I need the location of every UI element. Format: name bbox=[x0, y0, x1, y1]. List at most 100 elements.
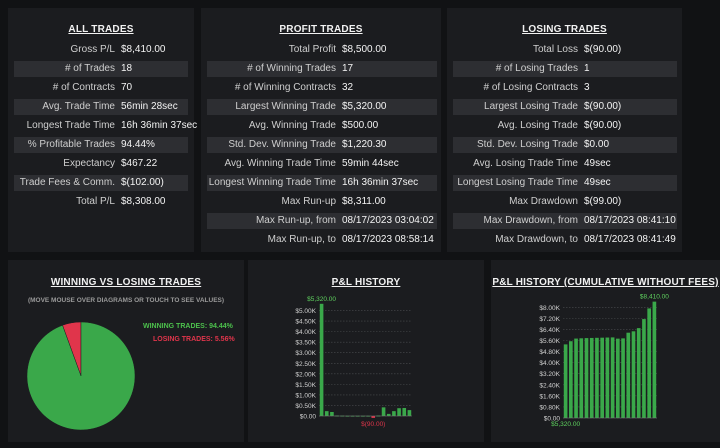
all-trades-stat-row: Total P/L $8,308.00 bbox=[14, 194, 188, 210]
losing-stat-label: Total Loss bbox=[532, 44, 578, 55]
all-trades-stat-value: 70 bbox=[121, 82, 133, 93]
pl-cumulative-bar[interactable] bbox=[574, 338, 578, 418]
pl-cumulative-bar[interactable] bbox=[652, 301, 657, 418]
pl-cumulative-panel[interactable]: P&L HISTORY (CUMULATIVE WITHOUT FEES) $0… bbox=[491, 260, 720, 442]
pl-history-max-label: $5,320.00 bbox=[307, 296, 336, 303]
pl-history-ytick: $4.00K bbox=[295, 329, 316, 336]
losing-stat-row: Avg. Losing Trade $(90.00) bbox=[453, 118, 677, 134]
all-trades-stat-value: $467.22 bbox=[121, 158, 158, 169]
pl-cumulative-bar[interactable] bbox=[626, 332, 631, 418]
losing-trades-title: LOSING TRADES bbox=[522, 24, 607, 35]
losing-stat-row: # of Losing Contracts 3 bbox=[453, 80, 677, 96]
pl-history-min-label: $(90.00) bbox=[361, 421, 385, 428]
win-loss-panel[interactable]: WINNING VS LOSING TRADES (MOVE MOUSE OVE… bbox=[8, 260, 244, 442]
profit-stat-value: 16h 36min 37sec bbox=[342, 177, 419, 188]
pl-history-bar[interactable] bbox=[407, 410, 412, 416]
pl-cumulative-ytick: $0.80K bbox=[539, 404, 560, 411]
pl-cumulative-ytick: $7.20K bbox=[539, 316, 560, 323]
pl-cumulative-bar[interactable] bbox=[631, 331, 636, 418]
pl-cumulative-bar[interactable] bbox=[584, 338, 589, 418]
profit-stat-value: 17 bbox=[342, 63, 354, 74]
pl-cumulative-ytick: $3.20K bbox=[539, 371, 560, 378]
pl-cumulative-ytick: $2.40K bbox=[539, 382, 560, 389]
pl-history-ytick: $5.00K bbox=[295, 308, 316, 315]
profit-stat-row: Total Profit $8,500.00 bbox=[207, 42, 437, 58]
losing-stat-label: Longest Losing Trade Time bbox=[457, 177, 578, 188]
pl-cumulative-chart[interactable]: $0.00 $0.80K $1.60K $2.40K $3.20K $4.00K $4.80… bbox=[491, 260, 720, 442]
pl-cumulative-bar[interactable] bbox=[605, 337, 610, 418]
pl-history-bar[interactable] bbox=[386, 413, 391, 416]
losing-stat-value: $(90.00) bbox=[584, 101, 622, 112]
pl-cumulative-max-label: $8,410.00 bbox=[640, 294, 669, 301]
profit-stat-value: $1,220.30 bbox=[342, 139, 387, 150]
profit-stat-label: Max Run-up, to bbox=[267, 234, 336, 245]
pl-history-ytick: $0.50K bbox=[295, 403, 316, 410]
pl-history-ytick: $2.00K bbox=[295, 371, 316, 378]
losing-stat-row: Max Drawdown $(99.00) bbox=[453, 194, 677, 210]
pl-history-bar[interactable] bbox=[402, 407, 407, 416]
profit-stat-value: $500.00 bbox=[342, 120, 379, 131]
pl-cumulative-bar[interactable] bbox=[647, 308, 651, 418]
pl-cumulative-bar[interactable] bbox=[595, 337, 599, 418]
pl-cumulative-ytick: $4.80K bbox=[539, 349, 560, 356]
losing-stat-value: $0.00 bbox=[584, 139, 610, 150]
all-trades-stat-value: 16h 36min 37sec bbox=[121, 120, 198, 131]
profit-stat-value: 32 bbox=[342, 82, 354, 93]
profit-stat-row: # of Winning Contracts 32 bbox=[207, 80, 437, 96]
pl-cumulative-bar[interactable] bbox=[621, 338, 625, 418]
pl-cumulative-bar[interactable] bbox=[589, 337, 594, 418]
all-trades-stat-value: 94.44% bbox=[121, 139, 155, 150]
pl-cumulative-bar[interactable] bbox=[610, 337, 615, 418]
losing-stat-value: 49sec bbox=[584, 177, 611, 188]
all-trades-stat-value: 56min 28sec bbox=[121, 101, 178, 112]
pl-cumulative-bar[interactable] bbox=[563, 344, 568, 418]
profit-stat-label: Max Run-up, from bbox=[255, 215, 336, 226]
pl-history-bar[interactable] bbox=[392, 411, 396, 416]
pl-cumulative-min-label: $5,320.00 bbox=[551, 421, 580, 428]
profit-stat-value: $8,311.00 bbox=[342, 196, 386, 207]
pl-history-bar[interactable] bbox=[371, 416, 376, 418]
pl-cumulative-bar[interactable] bbox=[636, 328, 641, 418]
all-trades-stat-value: 18 bbox=[121, 63, 133, 74]
losing-stat-row: Longest Losing Trade Time 49sec bbox=[453, 175, 677, 191]
losing-stat-value: 1 bbox=[584, 63, 590, 74]
pl-cumulative-bar[interactable] bbox=[642, 319, 646, 418]
pl-history-ytick: $2.50K bbox=[295, 361, 316, 368]
losing-stat-label: Max Drawdown, from bbox=[483, 215, 578, 226]
losing-stat-row: Max Drawdown, to 08/17/2023 08:41:49 bbox=[453, 232, 677, 248]
pl-cumulative-bar[interactable] bbox=[616, 338, 620, 418]
pl-cumulative-bar[interactable] bbox=[579, 338, 584, 418]
all-trades-stat-label: Gross P/L bbox=[70, 44, 115, 55]
pl-history-bar[interactable] bbox=[330, 411, 334, 416]
all-trades-stat-label: # of Contracts bbox=[52, 82, 115, 93]
profit-stat-row: Max Run-up, to 08/17/2023 08:58:14 bbox=[207, 232, 437, 248]
all-trades-stat-label: Longest Trade Time bbox=[26, 120, 115, 131]
win-loss-title: WINNING VS LOSING TRADES bbox=[50, 277, 202, 288]
pl-history-bar[interactable] bbox=[397, 408, 401, 416]
losing-stat-label: Std. Dev. Losing Trade bbox=[477, 139, 578, 150]
losing-stat-row: Std. Dev. Losing Trade $0.00 bbox=[453, 137, 677, 153]
losing-stat-value: 3 bbox=[584, 82, 590, 93]
pl-cumulative-bar[interactable] bbox=[600, 337, 604, 418]
pl-history-bar[interactable] bbox=[381, 407, 386, 416]
all-trades-stat-label: Avg. Trade Time bbox=[42, 101, 115, 112]
losing-legend: LOSING TRADES: 5.56% bbox=[153, 336, 235, 343]
pl-cumulative-ytick: $1.60K bbox=[539, 393, 560, 400]
losing-stat-row: Max Drawdown, from 08/17/2023 08:41:10 bbox=[453, 213, 677, 229]
all-trades-stat-value: $(102.00) bbox=[121, 177, 164, 188]
pl-cumulative-ytick: $4.00K bbox=[539, 360, 560, 367]
win-loss-pie-chart[interactable] bbox=[8, 260, 244, 442]
all-trades-stat-row: Expectancy $467.22 bbox=[14, 156, 188, 172]
profit-trades-title: PROFIT TRADES bbox=[279, 24, 363, 35]
winning-slice[interactable] bbox=[26, 321, 136, 431]
pl-history-ytick: $3.50K bbox=[295, 340, 316, 347]
pl-cumulative-bar[interactable] bbox=[569, 341, 573, 418]
profit-stat-row: # of Winning Trades 17 bbox=[207, 61, 437, 77]
pl-history-bar[interactable] bbox=[324, 411, 329, 416]
winning-legend: WINNING TRADES: 94.44% bbox=[143, 323, 233, 330]
all-trades-stat-row: % Profitable Trades 94.44% bbox=[14, 137, 188, 153]
pl-history-ytick: $1.50K bbox=[295, 382, 316, 389]
pl-history-panel[interactable]: P&L HISTORY $0.00 $0.50K $1.00K $1.50K $2.00… bbox=[248, 260, 484, 442]
pl-history-chart[interactable]: $0.00 $0.50K $1.00K $1.50K $2.00K $2.50K $3.00… bbox=[248, 260, 484, 442]
pl-history-bar[interactable] bbox=[319, 303, 324, 416]
